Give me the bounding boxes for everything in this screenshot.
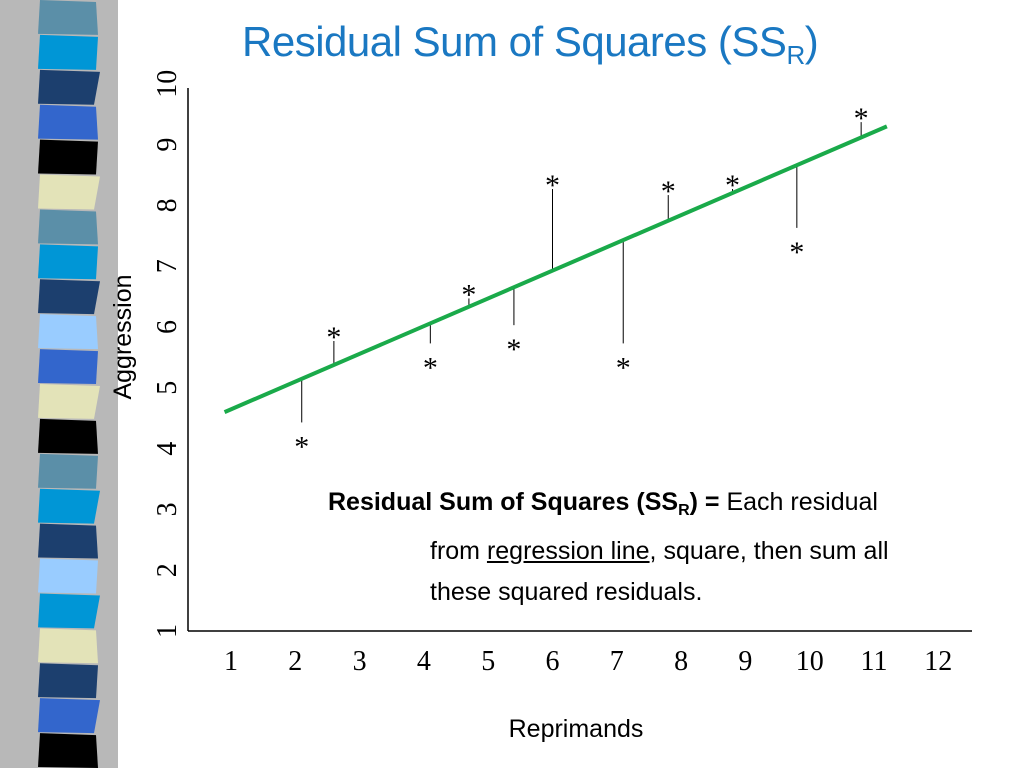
- stripe-block: [38, 139, 98, 175]
- x-axis-label: Reprimands: [509, 715, 644, 743]
- x-tick-label: 8: [674, 646, 688, 677]
- stripe-block: [38, 418, 98, 454]
- stripe-block: [38, 698, 100, 734]
- data-point: *: [294, 430, 309, 463]
- stripe-block: [38, 663, 98, 699]
- y-tick-label: 3: [152, 502, 183, 516]
- data-point: *: [661, 175, 676, 208]
- stripe-block: [38, 488, 100, 524]
- stripe-block: [38, 69, 100, 105]
- data-point: *: [854, 102, 869, 135]
- y-tick-label: 5: [152, 381, 183, 395]
- y-tick-label: 6: [152, 320, 183, 334]
- y-tick-label: 7: [152, 259, 183, 273]
- y-axis-label: Aggression: [109, 274, 137, 399]
- stripe-block: [38, 384, 100, 419]
- annotation-line-1: Each residual: [719, 488, 878, 516]
- y-tick-label: 9: [152, 138, 183, 152]
- data-point: *: [326, 321, 341, 354]
- stripe-block: [38, 34, 98, 70]
- stripe-block: [38, 279, 100, 315]
- decorative-stripe: [0, 0, 118, 768]
- data-point: *: [616, 351, 631, 384]
- x-tick-label: 2: [288, 646, 302, 677]
- stripe-block: [38, 244, 98, 280]
- data-point: *: [725, 169, 740, 202]
- x-tick-label: 7: [610, 646, 624, 677]
- stripe-block: [38, 209, 98, 245]
- page-title: Residual Sum of Squares (SSR): [242, 18, 819, 70]
- x-tick-label: 9: [738, 646, 752, 677]
- stripe-block: [38, 453, 98, 489]
- data-point: *: [789, 236, 804, 269]
- data-point: *: [461, 278, 476, 311]
- stripe-block: [38, 174, 100, 210]
- x-tick-label: 12: [924, 646, 952, 677]
- x-tick-label: 10: [796, 646, 824, 677]
- annotation-line-2: from regression line, square, then sum a…: [430, 537, 889, 565]
- stripe-block: [38, 593, 100, 629]
- x-tick-label: 4: [417, 646, 431, 677]
- x-tick-label: 5: [481, 646, 495, 677]
- y-tick-label: 8: [152, 198, 183, 212]
- annotation-text: Residual Sum of Squares (SSR) = Each res…: [328, 482, 968, 613]
- stripe-block: [38, 558, 98, 594]
- stripe-block: [38, 523, 98, 559]
- x-tick-label: 3: [353, 646, 367, 677]
- annotation-line-3: these squared residuals.: [430, 578, 703, 606]
- y-tick-label: 10: [152, 70, 183, 98]
- regression-line-term: regression line: [486, 537, 650, 565]
- stripe-block: [38, 104, 98, 140]
- x-tick-label: 1: [224, 646, 238, 677]
- x-tick-label: 11: [861, 646, 888, 677]
- stripe-block: [38, 733, 98, 768]
- regression-line: [223, 124, 888, 414]
- stripe-block: [38, 314, 98, 350]
- stripe-block: [38, 349, 98, 384]
- y-tick-label: 2: [152, 563, 183, 577]
- data-point: *: [506, 333, 521, 366]
- y-tick-label: 1: [152, 624, 183, 638]
- annotation-term: Residual Sum of Squares (SSR) =: [328, 488, 720, 519]
- x-tick-label: 6: [546, 646, 560, 677]
- y-tick-label: 4: [152, 442, 183, 456]
- data-point: *: [423, 351, 438, 384]
- stripe-block: [38, 628, 98, 664]
- data-point: *: [545, 169, 560, 202]
- stripe-block: [38, 0, 98, 35]
